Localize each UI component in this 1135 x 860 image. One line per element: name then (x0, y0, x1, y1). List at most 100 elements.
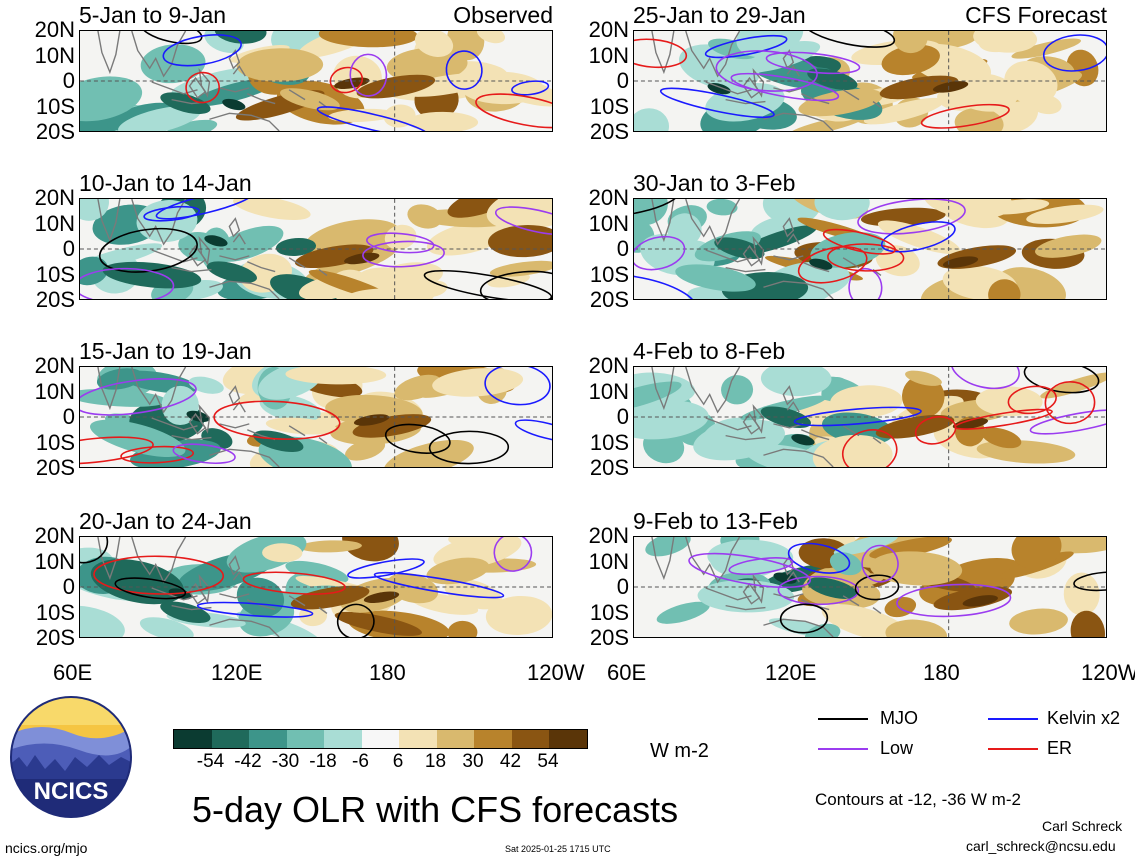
latitude-label: 10S (35, 93, 75, 119)
kelvin-contour (880, 221, 956, 253)
latitude-label: 20S (35, 287, 75, 312)
latitude-label: 20N (588, 353, 629, 378)
legend-swatch-mjo (818, 718, 868, 720)
panel-title: 25-Jan to 29-Jan (633, 2, 806, 28)
colorbar-swatch (286, 730, 324, 748)
kelvin-contour (484, 367, 551, 406)
panel-title: 10-Jan to 14-Jan (79, 170, 252, 196)
latitude-label: 20N (34, 353, 75, 378)
latitude-label: 0 (616, 68, 629, 93)
colorbar-tick-label: -6 (352, 751, 369, 772)
kelvin-contour (511, 80, 550, 96)
colorbar-swatch (436, 730, 474, 748)
er-contour (1007, 385, 1057, 415)
mjo-contour (803, 31, 896, 48)
low-contour (765, 51, 861, 75)
panel-title: 9-Feb to 13-Feb (633, 508, 798, 534)
er-contour (185, 71, 220, 104)
latitude-label: 20N (588, 17, 629, 42)
er-contour (1044, 381, 1096, 425)
colorbar-tick-label: -18 (309, 751, 337, 772)
latitude-label: 0 (62, 68, 75, 93)
er-contour (93, 555, 225, 595)
mjo-contour (1023, 367, 1100, 394)
footer-url: ncics.org/mjo (5, 840, 88, 856)
ncics-logo: NCICS (10, 696, 132, 818)
latitude-label: 10N (34, 378, 75, 404)
latitude-label: 20S (35, 119, 75, 144)
longitude-label: 180 (923, 660, 960, 685)
latitude-label: 10S (35, 599, 75, 625)
latitude-label: 20S (35, 625, 75, 650)
mjo-contour (114, 577, 187, 600)
er-contour (634, 38, 688, 69)
panel-source-tag: Observed (453, 2, 553, 28)
colorbar-tick-label: -30 (271, 751, 300, 772)
kelvin-contour (196, 601, 314, 618)
kelvin-contour (514, 419, 552, 443)
er-contour (329, 66, 364, 94)
low-contour (1029, 409, 1106, 435)
legend-label-mjo: MJO (880, 708, 918, 728)
er-contour (213, 400, 341, 440)
latitude-label: 20S (589, 625, 629, 650)
mjo-contour (854, 574, 900, 601)
legend-label-er: ER (1047, 738, 1073, 758)
colorbar-swatch (211, 730, 249, 748)
olr-anomaly-field (634, 367, 1106, 467)
low-contour (777, 575, 860, 606)
latitude-label: 0 (62, 574, 75, 599)
kelvin-contour (659, 87, 775, 119)
mjo-contour (428, 430, 510, 465)
er-contour (242, 571, 346, 595)
latitude-label: 0 (616, 404, 629, 429)
latitude-label: 20S (589, 455, 629, 480)
kelvin-contour (787, 542, 851, 574)
colorbar-swatch (174, 730, 212, 748)
er-contour (80, 436, 154, 465)
low-contour (494, 206, 552, 236)
olr-map-panel (79, 536, 553, 638)
latitude-label: 10S (35, 429, 75, 455)
kelvin-contour (634, 273, 697, 299)
longitude-label: 60E (607, 660, 647, 685)
latitude-label: 10N (588, 378, 629, 404)
latitude-label: 10S (589, 261, 629, 287)
panel-title: 4-Feb to 8-Feb (633, 338, 786, 364)
footer-timestamp: Sat 2025-01-25 1715 UTC (505, 844, 611, 854)
latitude-label: 10S (589, 429, 629, 455)
olr-map-panel (633, 536, 1107, 638)
colorbar-swatch (361, 730, 399, 748)
er-contour (475, 93, 552, 129)
footer-author: Carl Schreck (1042, 818, 1123, 834)
er-contour (954, 408, 1053, 430)
low-contour (896, 583, 1012, 618)
latitude-label: 10S (35, 261, 75, 287)
longitude-label: 120W (527, 660, 585, 685)
legend-label-kelvin: Kelvin x2 (1047, 708, 1121, 728)
low-contour (362, 240, 445, 268)
olr-anomaly-field (80, 199, 552, 299)
panel-title: 20-Jan to 24-Jan (79, 508, 252, 534)
er-contour (920, 103, 1010, 129)
kelvin-contour (162, 34, 242, 67)
footer-email: carl_schreck@ncsu.edu (966, 838, 1116, 854)
latitude-label: 10N (34, 42, 75, 68)
mjo-contour (336, 603, 375, 637)
colorbar-tick-label: 18 (424, 751, 447, 772)
latitude-label: 20S (589, 119, 629, 144)
olr-anomaly-field (634, 537, 1106, 637)
kelvin-contour (1042, 34, 1106, 72)
mjo-contour (634, 199, 680, 217)
kelvin-contour (347, 558, 425, 579)
latitude-label: 10N (588, 42, 629, 68)
olr-map-panel (79, 198, 553, 300)
latitude-label: 10N (588, 210, 629, 236)
latitude-label: 20S (589, 287, 629, 312)
colorbar-swatch (249, 730, 287, 748)
low-contour (80, 378, 197, 416)
colorbar-tick-label: -42 (234, 751, 262, 772)
er-contour (822, 228, 897, 255)
panel-source-tag: CFS Forecast (965, 2, 1107, 28)
latitude-label: 10N (34, 548, 75, 574)
